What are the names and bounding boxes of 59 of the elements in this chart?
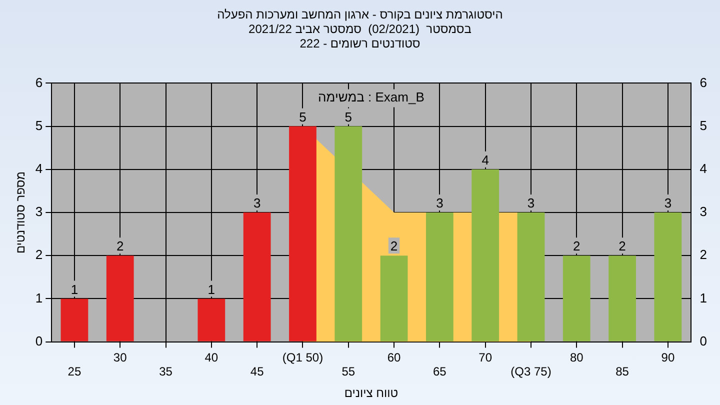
data-label: 3 bbox=[253, 196, 261, 211]
y-tick-label: 4 bbox=[35, 160, 43, 176]
x-tick-label: 65 bbox=[433, 364, 447, 379]
y2-tick-label: 5 bbox=[700, 118, 708, 133]
data-label: 5 bbox=[344, 109, 352, 124]
y-tick-label: 5 bbox=[35, 118, 43, 133]
x-tick-label: 40 bbox=[204, 350, 218, 364]
x-tick-label: 70 bbox=[478, 350, 492, 364]
y2-tick-label: 4 bbox=[700, 160, 708, 176]
bar bbox=[334, 126, 362, 342]
x-tick-label: (Q1 50) bbox=[282, 350, 324, 364]
x-tick-label: 60 bbox=[387, 350, 402, 364]
bar bbox=[106, 256, 134, 342]
y-tick-label: 3 bbox=[35, 204, 43, 220]
chart-title: היסטוגרמת ציונים בקורס - ארגון המחשב ומערכות הפעלה bbox=[217, 8, 503, 22]
bar bbox=[289, 126, 316, 342]
x-tick-label: (Q3 75) bbox=[510, 364, 552, 379]
x-axis-title: טווח ציונים bbox=[344, 386, 398, 400]
data-label: 4 bbox=[482, 152, 489, 168]
bar bbox=[472, 169, 500, 342]
y-axis-title: מספר סטודנטים bbox=[14, 171, 28, 254]
bar bbox=[517, 212, 545, 342]
data-label: 5 bbox=[299, 109, 306, 124]
data-label: 3 bbox=[527, 196, 535, 211]
y-tick-label: 0 bbox=[35, 333, 43, 348]
bar bbox=[562, 256, 590, 342]
data-label: 3 bbox=[436, 196, 444, 211]
bar bbox=[426, 212, 454, 342]
bar bbox=[654, 212, 682, 342]
y-tick-label: 1 bbox=[35, 290, 43, 306]
y-tick-label: 6 bbox=[35, 74, 43, 90]
y2-tick-label: 6 bbox=[700, 74, 708, 90]
x-tick-label: 30 bbox=[113, 350, 128, 364]
data-label: 2 bbox=[116, 238, 124, 254]
x-tick-label: 25 bbox=[68, 364, 82, 379]
chart-subtitle: בסמסטר (02/2021) סמסטר אביב 2021/22 סטודנטים רשומים - 222 bbox=[248, 22, 472, 50]
bar bbox=[380, 256, 408, 342]
y2-tick-label: 3 bbox=[700, 204, 708, 220]
y-tick-label: 2 bbox=[35, 247, 43, 262]
annotation: במשימה : Exam_B bbox=[318, 89, 424, 104]
data-label: 1 bbox=[70, 282, 78, 297]
x-tick-label: 35 bbox=[159, 364, 173, 379]
bar bbox=[198, 298, 226, 342]
data-label: 2 bbox=[573, 238, 580, 254]
data-label: 1 bbox=[208, 282, 216, 297]
y2-tick-label: 2 bbox=[700, 247, 708, 262]
x-tick-label: 85 bbox=[616, 364, 630, 379]
y2-tick-label: 0 bbox=[700, 333, 708, 348]
bar bbox=[60, 298, 88, 342]
bar bbox=[608, 256, 636, 342]
x-tick-label: 90 bbox=[661, 350, 675, 364]
data-label: 3 bbox=[664, 196, 672, 211]
y2-tick-label: 1 bbox=[700, 290, 708, 306]
x-tick-label: 80 bbox=[570, 350, 584, 364]
bar bbox=[243, 212, 271, 342]
data-label: 2 bbox=[390, 238, 398, 254]
x-tick-label: 45 bbox=[250, 364, 264, 379]
data-label: 2 bbox=[618, 238, 626, 254]
x-tick-label: 55 bbox=[342, 364, 356, 379]
